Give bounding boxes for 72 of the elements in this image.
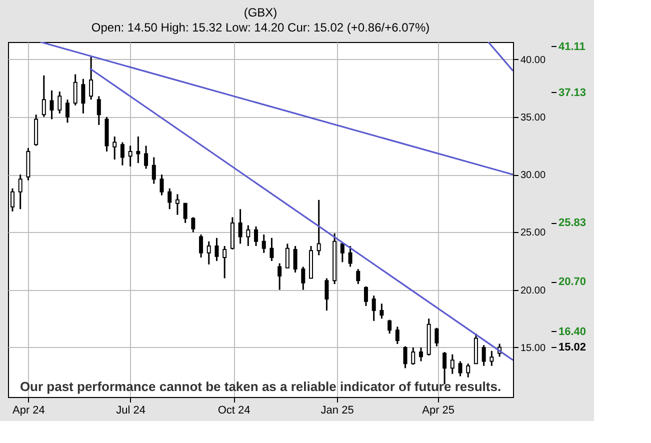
candlestick: [356, 268, 360, 285]
x-tick-label: Oct 24: [218, 404, 250, 416]
candlestick: [364, 286, 368, 307]
annotation: Our past performance cannot be taken as a reliable indicator of future results.: [20, 379, 502, 394]
candlestick: [136, 136, 140, 164]
x-tick-label: Jan 25: [320, 404, 354, 416]
y2-tick-label: 37.13: [558, 86, 586, 99]
candlestick: [285, 242, 290, 269]
candlestick: [160, 174, 164, 196]
candlestick: [214, 237, 219, 262]
y-tick-label: 20.00: [520, 285, 546, 296]
chart-subtitle: Open: 14.50 High: 15.32 Low: 14.20 Cur: 15.02 (+0.86/+6.07%): [91, 20, 430, 34]
candlestick: [254, 226, 258, 247]
y2-tick-label: 41.11: [558, 40, 586, 53]
candlestick: [191, 216, 196, 233]
candlestick: [128, 144, 132, 168]
candlestick: [18, 174, 22, 210]
candlestick: [490, 350, 494, 367]
candlestick: [418, 346, 423, 362]
x-tick-label: Apr 24: [12, 404, 45, 416]
candlestick: [340, 242, 344, 263]
candlestick: [316, 199, 321, 256]
y-tick-label: 15.00: [520, 342, 546, 354]
candlestick: [293, 245, 298, 274]
candlestick: [348, 245, 352, 268]
candlestick: [96, 95, 101, 126]
candlestick: [152, 156, 156, 185]
candlestick: [458, 360, 462, 378]
candlestick: [388, 319, 392, 334]
candlestick: [466, 362, 470, 378]
candlestick: [482, 344, 486, 367]
y2-tick-label: 25.83: [558, 217, 586, 230]
y2-tick-label: 20.70: [558, 276, 586, 288]
candlestick: [168, 188, 172, 210]
candlestick: [434, 327, 439, 348]
candlestick: [199, 234, 204, 258]
candlestick: [411, 346, 416, 366]
candlestick: [120, 142, 124, 166]
candlestick: [144, 144, 148, 170]
candlestick: [206, 240, 211, 266]
y-tick-label: 25.00: [520, 228, 546, 239]
candlestick: [50, 90, 54, 120]
candlestick: [278, 262, 282, 291]
candlestick: [262, 234, 266, 254]
candlestick: [112, 136, 117, 160]
candlestick: [73, 74, 78, 106]
candlestick: [324, 278, 329, 312]
candlestick: [65, 98, 70, 124]
candlestick: [403, 346, 408, 369]
y-tick-label: 40.00: [520, 54, 546, 66]
candlestick: [89, 56, 94, 100]
candlestick: [450, 354, 454, 375]
candlestick: [222, 245, 227, 280]
candlestick: [246, 224, 250, 247]
x-tick-label: Jul 24: [116, 404, 146, 416]
y2-tick-label: 16.40: [558, 326, 586, 338]
candlestick: [42, 74, 46, 118]
candlestick: [175, 193, 180, 216]
y-tick-label: 30.00: [520, 170, 546, 182]
candlestick: [395, 326, 400, 345]
chart-title: (GBX): [244, 5, 278, 20]
candlestick: [380, 302, 384, 320]
candlestick: [372, 294, 376, 322]
candlestick: [58, 90, 62, 114]
x-tick-label: Apr 25: [422, 404, 455, 416]
candlestick: [183, 202, 188, 224]
candlestick: [238, 208, 242, 244]
candlestick: [81, 78, 86, 114]
candlestick: [270, 237, 274, 262]
candlestick: [301, 266, 306, 291]
y2-tick-label: 15.02: [558, 342, 586, 354]
y-tick-label: 35.00: [520, 112, 546, 124]
